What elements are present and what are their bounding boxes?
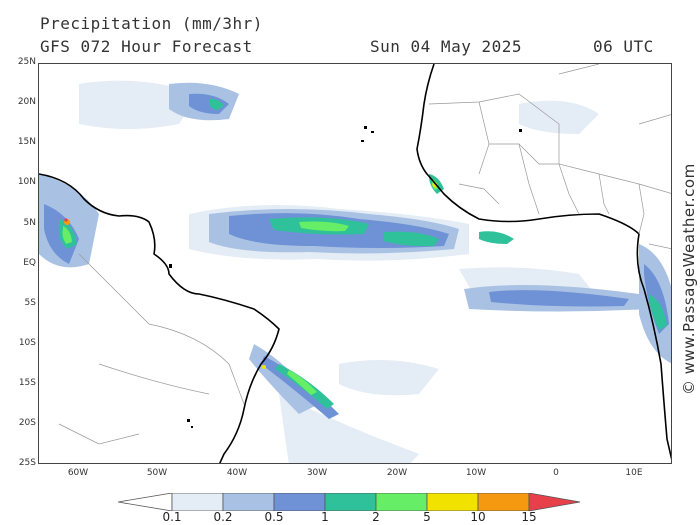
legend-swatch: [171, 493, 224, 511]
legend-label: 15: [521, 510, 537, 524]
precip-layer: [39, 80, 671, 463]
coastlines: [39, 64, 671, 463]
lat-label: 25N: [17, 57, 36, 67]
lon-label: 60W: [67, 468, 89, 478]
legend-swatch: [426, 493, 479, 511]
legend-label: 0.2: [213, 510, 233, 524]
lat-label: 25S: [18, 458, 36, 468]
lat-label: 10S: [18, 338, 36, 348]
lat-label: 20N: [17, 97, 36, 107]
legend-swatch: [222, 493, 275, 511]
lat-label: 20S: [18, 418, 36, 428]
lon-label: 10E: [625, 468, 643, 478]
lon-label: 30W: [306, 468, 328, 478]
map-title: Precipitation (mm/3hr): [40, 14, 263, 33]
lat-label: EQ: [23, 258, 36, 268]
legend-swatch: [477, 493, 530, 511]
legend-label: 10: [470, 510, 486, 524]
legend-label: 0.5: [264, 510, 284, 524]
legend-label: 2: [372, 510, 380, 524]
islands: [169, 126, 522, 428]
map-svg: [39, 64, 671, 463]
legend-label: 0.1: [162, 510, 182, 524]
precipitation-map: [38, 63, 672, 464]
legend-label: 5: [423, 510, 431, 524]
lon-label: 40W: [226, 468, 248, 478]
lat-label: 5N: [23, 218, 36, 228]
forecast-date: Sun 04 May 2025: [370, 37, 522, 56]
legend-colorbar: [118, 493, 581, 511]
legend-swatch-max: [528, 493, 581, 511]
lon-label: 20W: [386, 468, 408, 478]
forecast-label: GFS 072 Hour Forecast: [40, 37, 253, 56]
legend-swatch: [324, 493, 377, 511]
lon-label: 50W: [146, 468, 168, 478]
lat-label: 10N: [17, 177, 36, 187]
forecast-time: 06 UTC: [593, 37, 654, 56]
legend-label: 1: [321, 510, 329, 524]
legend-swatch: [375, 493, 428, 511]
legend-swatch-min: [118, 493, 173, 511]
watermark-credit: © www.PassageWeather.com: [680, 163, 698, 395]
country-borders: [58, 64, 671, 445]
lat-label: 15S: [18, 378, 36, 388]
lat-label: 15N: [17, 137, 36, 147]
lat-label: 5S: [24, 298, 36, 308]
lon-label: 10W: [465, 468, 487, 478]
lon-label: 0: [553, 468, 559, 478]
legend-swatch: [273, 493, 326, 511]
